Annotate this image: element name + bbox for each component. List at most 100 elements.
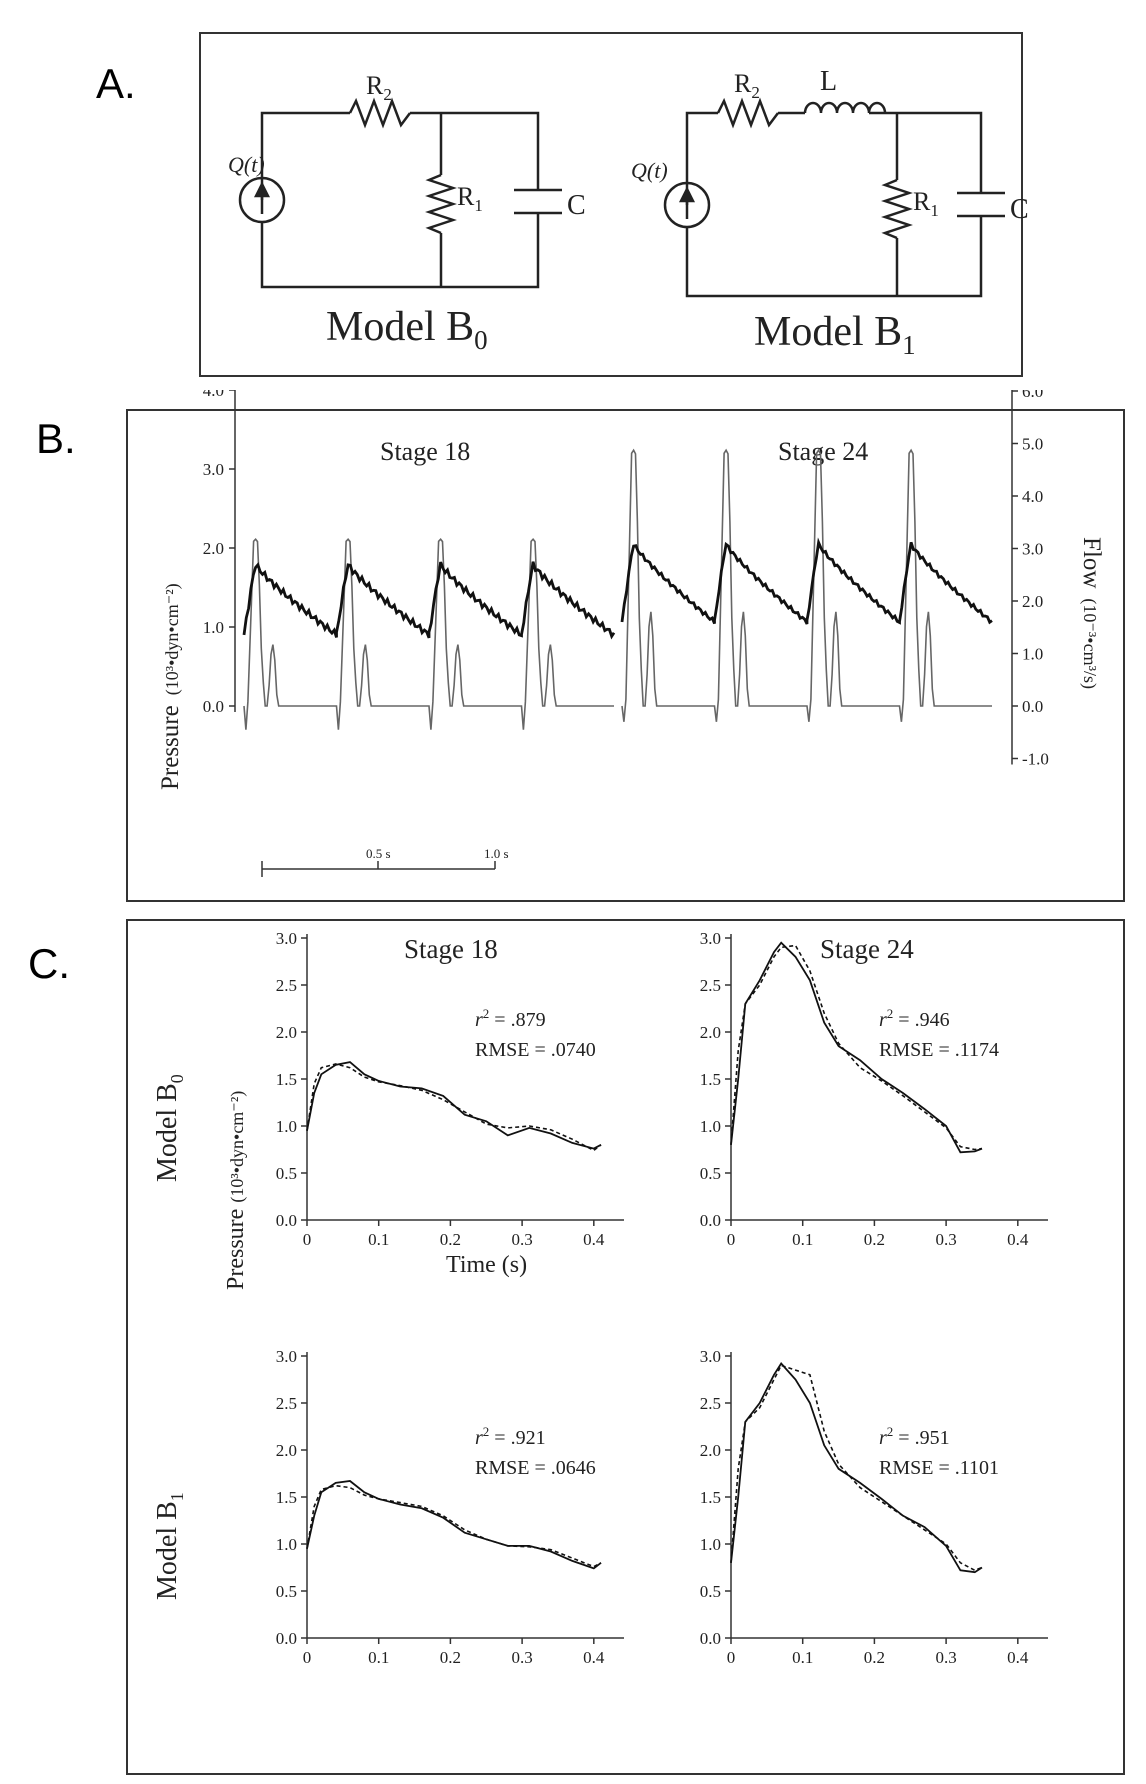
- r-squared-label: r2 = .946: [879, 1006, 950, 1031]
- stage24-pressure-trace: [620, 537, 993, 625]
- pressure-axis-label-b: Pressure(10³•dyn•cm⁻²): [157, 583, 184, 790]
- y-tick-label: 2.5: [700, 1394, 721, 1413]
- x-tick-label: 0.3: [935, 1230, 956, 1249]
- y-tick-label: 0.5: [276, 1164, 297, 1183]
- y-tick-label: 1.0: [700, 1117, 721, 1136]
- y-tick-label: 3.0: [700, 1347, 721, 1366]
- r2-resistor-b0: [348, 97, 411, 129]
- y-tick-label: 0.5: [700, 1164, 721, 1183]
- r-squared-label: r2 = .879: [475, 1006, 546, 1031]
- model-line: [306, 1484, 602, 1568]
- stage18-pressure-trace: [242, 561, 616, 640]
- right-axis-tick-label: -1.0: [1022, 750, 1049, 769]
- x-tick-label: 0.4: [583, 1648, 605, 1667]
- right-axis-tick-label: 0.0: [1022, 697, 1043, 716]
- y-tick-label: 3.0: [276, 929, 297, 948]
- r2-label-b1: R2: [734, 69, 760, 102]
- y-tick-label: 1.5: [700, 1070, 721, 1089]
- pressure-axis-label-c: Pressure(10³•dyn•cm⁻²): [223, 1091, 249, 1290]
- model-line: [730, 944, 983, 1151]
- y-tick-label: 2.0: [276, 1023, 297, 1042]
- right-axis-tick-label: 3.0: [1022, 540, 1043, 559]
- q-label-b0: Q(t): [228, 152, 265, 177]
- left-axis-tick-label: 2.0: [203, 539, 224, 558]
- model-b0-circuit: [238, 97, 562, 289]
- stage18-title-b: Stage 18: [380, 437, 470, 466]
- x-tick-label: 0.2: [440, 1230, 461, 1249]
- measured-line: [306, 1480, 602, 1570]
- rmse-label: RMSE = .1174: [879, 1039, 999, 1061]
- panel-a-label: A.: [96, 60, 136, 107]
- r1-label-b1: R1: [913, 187, 939, 220]
- r1-resistor-b1: [881, 178, 913, 240]
- y-tick-label: 0.0: [700, 1211, 721, 1230]
- x-tick-label: 0.2: [864, 1648, 885, 1667]
- right-axis-tick-label: 4.0: [1022, 487, 1043, 506]
- y-tick-label: 2.0: [700, 1441, 721, 1460]
- model-line: [730, 1364, 983, 1572]
- model-fit-charts: Stage 18 Stage 24 Model B0 Model B1 Pres…: [126, 919, 1125, 1775]
- scale-label-10: 1.0 s: [484, 846, 509, 861]
- y-tick-label: 0.5: [276, 1582, 297, 1601]
- r2-resistor-b1: [716, 97, 779, 129]
- y-tick-label: 2.0: [276, 1441, 297, 1460]
- x-tick-label: 0.3: [511, 1648, 532, 1667]
- c-label-b0: C: [567, 190, 586, 221]
- panel-c-label: C.: [28, 940, 70, 987]
- panel-b-label: B.: [36, 415, 76, 462]
- stage24-title-c: Stage 24: [820, 934, 914, 964]
- scale-label-05: 0.5 s: [366, 846, 391, 861]
- row-b0-label: Model B0: [152, 1074, 187, 1182]
- x-tick-label: 0: [727, 1648, 736, 1667]
- current-source-b0: [238, 176, 286, 224]
- left-axis-tick-label: 4.0: [203, 390, 224, 400]
- panel-b: B. Stage 18 Stage 24 Pressure(10³•dyn•cm…: [0, 390, 1146, 910]
- x-tick-label: 0.1: [368, 1230, 389, 1249]
- y-tick-label: 0.5: [700, 1582, 721, 1601]
- stage24-flow-trace: [621, 448, 992, 722]
- measured-line: [730, 1362, 983, 1574]
- x-tick-label: 0: [303, 1230, 312, 1249]
- y-tick-label: 1.0: [700, 1535, 721, 1554]
- y-tick-label: 0.0: [276, 1211, 297, 1230]
- rmse-label: RMSE = .1101: [879, 1457, 999, 1479]
- y-tick-label: 1.5: [700, 1488, 721, 1507]
- model-b1-circuit: [663, 97, 1005, 298]
- panel-c: C. Stage 18 Stage 24 Model B0 Model B1 P…: [0, 910, 1146, 1784]
- y-tick-label: 2.0: [700, 1023, 721, 1042]
- circuit-diagrams: Q(t) R2 R1 C Model B0 Q(t) R2 L R1 C Mod…: [199, 32, 1029, 377]
- y-tick-label: 0.0: [276, 1629, 297, 1648]
- r-squared-label: r2 = .921: [475, 1424, 546, 1449]
- c-label-b1: C: [1010, 194, 1029, 225]
- rmse-label: RMSE = .0646: [475, 1457, 596, 1479]
- left-axis-tick-label: 0.0: [203, 697, 224, 716]
- inductor-l: [803, 101, 887, 114]
- y-tick-label: 2.5: [700, 976, 721, 995]
- x-tick-label: 0.1: [368, 1648, 389, 1667]
- row-b1-label: Model B1: [152, 1492, 187, 1600]
- y-tick-label: 1.0: [276, 1535, 297, 1554]
- y-tick-label: 1.0: [276, 1117, 297, 1136]
- right-axis-tick-label: 6.0: [1022, 390, 1043, 401]
- l-label: L: [820, 66, 837, 97]
- x-tick-label: 0: [303, 1648, 312, 1667]
- model-line: [306, 1063, 602, 1152]
- x-tick-label: 0.3: [511, 1230, 532, 1249]
- r2-label-b0: R2: [366, 71, 392, 104]
- rmse-label: RMSE = .0740: [475, 1039, 596, 1061]
- panel-a: A. Q(t) R2 R1 C Model B0: [0, 0, 1146, 385]
- y-tick-label: 3.0: [276, 1347, 297, 1366]
- x-tick-label: 0.1: [792, 1230, 813, 1249]
- x-tick-label: 0.3: [935, 1648, 956, 1667]
- stage18-flow-trace: [243, 537, 614, 730]
- model-b1-title: Model B1: [754, 309, 916, 360]
- flow-axis-label-b: Flow(10⁻³•cm³/s): [1078, 537, 1105, 689]
- r1-label-b0: R1: [457, 182, 483, 215]
- panel-b-frame: [126, 409, 1125, 902]
- y-tick-label: 1.5: [276, 1070, 297, 1089]
- x-tick-label: 0.4: [583, 1230, 605, 1249]
- panel-a-frame: [199, 32, 1023, 377]
- y-tick-label: 3.0: [700, 929, 721, 948]
- x-tick-label: 0: [727, 1230, 736, 1249]
- y-tick-label: 0.0: [700, 1629, 721, 1648]
